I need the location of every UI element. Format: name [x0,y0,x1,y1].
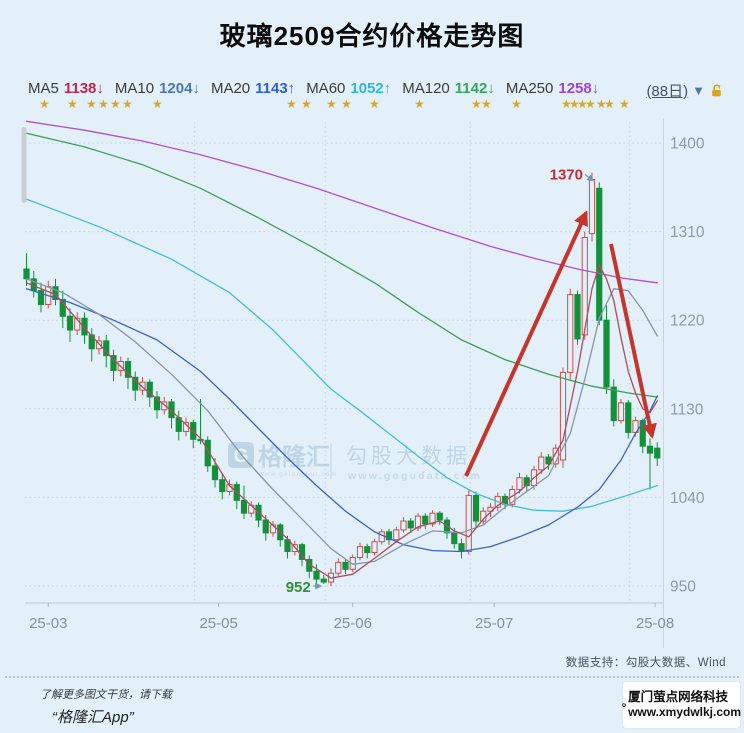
ma-label: MA20 [210,80,251,97]
svg-text:1400: 1400 [670,136,705,153]
signal-star-icon: ★ [301,97,312,111]
svg-text:950: 950 [670,579,696,596]
company-badge: 厦门萤点网络科技 www.xmydwlkj.com [622,681,741,729]
signal-star-icon: ★ [286,97,297,111]
ma-legend-item-ma20: MA20 1143↑ [211,80,295,97]
low-price-label: 952 [286,579,311,596]
signal-star-icon: ★ [414,97,425,111]
signal-star-icon: ★ [152,97,163,111]
scroll-indicator[interactable] [21,127,27,203]
signal-star-icon: ★ [569,97,580,111]
signal-star-icon: ★ [110,97,121,111]
ma-value: 1258↓ [558,80,600,97]
signal-star-icon: ★ [511,97,522,111]
footer-divider [5,676,739,678]
period-label[interactable]: (88日) [646,83,689,100]
firefly-logo-icon [622,703,626,707]
svg-text:25-07: 25-07 [475,615,513,632]
up-trend-arrow [464,210,588,477]
signal-star-icon: ★ [86,97,97,111]
trend-arrows: 1370 952 [286,167,657,596]
company-url: www.xmydwlkj.com [628,705,741,720]
ma-value: 1052↑ [350,80,392,97]
signal-star-icon: ★ [122,97,133,111]
ma-line-ma250 [25,120,658,284]
unlock-icon[interactable] [709,83,724,98]
svg-text:格隆汇: 格隆汇 [258,443,330,471]
promo-text: 了解更多图文干货，请下载 “格隆汇App” [40,686,172,727]
ma-legend-item-ma250: MA250 1258↓ [506,80,599,97]
ma-label: MA250 [505,80,554,97]
promo-line1: 了解更多图文干货，请下载 [40,689,172,701]
ma-label: MA10 [114,80,155,97]
ma-label: MA60 [306,80,346,97]
ma-value: 1138↓ [63,80,104,97]
signal-star-icon: ★ [369,97,380,111]
signal-star-icon: ★ [619,97,630,111]
signal-star-icon: ★ [39,97,50,111]
signal-star-icon: ★ [596,97,607,111]
promo-line2: “格隆汇App” [52,709,134,726]
svg-text:1310: 1310 [670,224,705,241]
signal-star-icon: ★ [341,97,352,111]
ma-legend: MA5 1138↓ MA10 1204↓ MA20 1143↑ MA60 1052↑ MA120… [28,80,599,97]
company-name: 厦门萤点网络科技 [628,690,729,705]
y-axis-labels: 1400 1310 1220 1130 1040 950 [670,136,705,596]
svg-text:25-08: 25-08 [636,615,674,632]
ma-value: 1142↓ [454,80,495,97]
svg-text:1040: 1040 [670,490,705,507]
signal-star-icon: ★ [577,97,588,111]
svg-text:勾股大数据: 勾股大数据 [346,445,471,468]
signal-star-icon: ★ [604,97,615,111]
signal-star-icon: ★ [326,97,337,111]
ma-line-ma120 [25,132,658,398]
signal-star-icon: ★ [471,97,482,111]
signal-star-icon: ★ [585,97,596,111]
ma-line-ma10 [25,278,658,565]
signal-star-icon: ★ [98,97,109,111]
watermark-gogudata: 勾股大数据 www.gogudata.com [346,445,482,482]
data-support-text: 数据支持：勾股大数据、Wind [565,657,726,669]
ma-lines-layer [25,120,658,579]
x-axis-labels: 25-03 25-05 25-06 25-07 25-08 [29,615,674,632]
ma-legend-item-ma60: MA60 1052↑ [306,80,391,97]
ma-value: 1204↓ [159,80,200,97]
ma-legend-item-ma5: MA5 1138↓ [28,80,104,97]
chevron-down-icon[interactable]: ▼ [692,83,705,98]
svg-text:www.gelonghui.com: www.gelonghui.com [258,471,337,478]
ma-line-ma5 [25,264,658,579]
ma-label: MA5 [28,80,59,97]
peak-price-label: 1370 [550,167,583,184]
svg-text:1220: 1220 [670,313,705,330]
ma-legend-item-ma120: MA120 1142↓ [402,80,495,97]
period-selector[interactable]: (88日) ▼ [646,80,724,101]
ma-label: MA120 [402,80,450,97]
svg-text:25-06: 25-06 [334,615,372,632]
gridlines [25,118,664,648]
ma-legend-item-ma10: MA10 1204↓ [115,80,200,97]
ma-value: 1143↑ [255,80,296,97]
svg-text:1130: 1130 [670,401,704,418]
svg-text:25-03: 25-03 [29,615,67,632]
signal-star-icon: ★ [67,97,78,111]
signal-stars-row: ★ ★ ★ ★ ★ ★ ★ ★ ★ ★ ★ ★ ★ ★ ★ ★ ★ ★ ★ ★ ★ ★ ★ [0,97,744,113]
page-title: 玻璃2509合约价格走势图 [219,21,525,51]
ma-line-ma60 [25,198,658,512]
down-trend-arrow [609,243,657,439]
signal-star-icon: ★ [561,97,572,111]
svg-text:G: G [234,446,249,467]
svg-text:www.gogudata.com: www.gogudata.com [347,470,482,482]
svg-text:25-05: 25-05 [199,615,237,632]
signal-star-icon: ★ [481,97,492,111]
